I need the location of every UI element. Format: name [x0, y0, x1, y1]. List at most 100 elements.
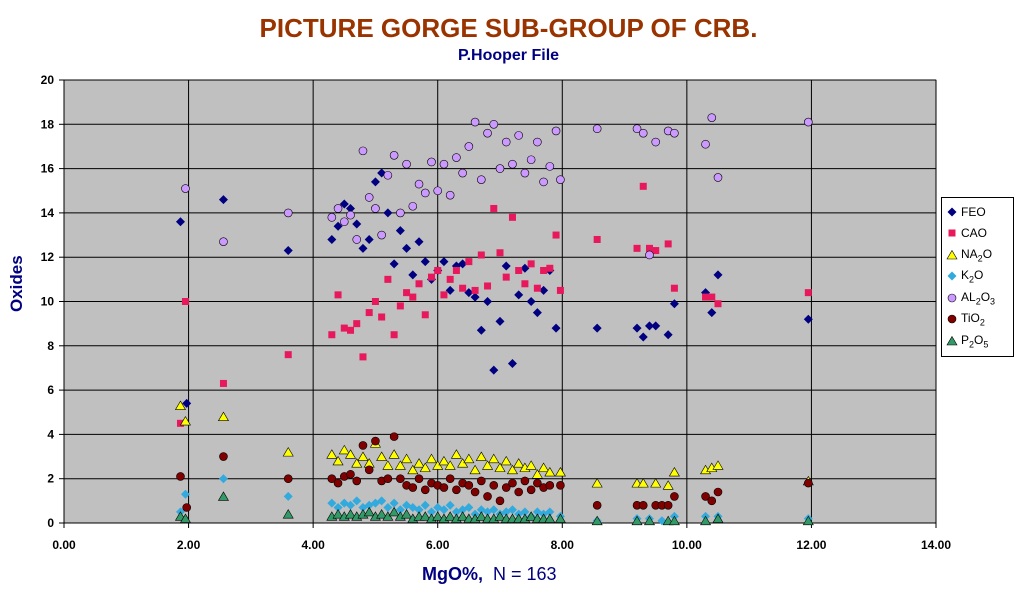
data-point-na2o	[332, 455, 344, 466]
data-point-feo	[408, 270, 418, 280]
data-point-al2o3	[477, 175, 486, 184]
data-point-p2o5	[554, 513, 566, 523]
data-point-feo	[526, 297, 536, 306]
data-point-feo	[458, 259, 468, 269]
data-point-tio2	[804, 478, 813, 488]
data-point-na2o	[282, 447, 294, 457]
data-point-al2o3	[327, 213, 337, 222]
data-point-cao	[515, 266, 523, 274]
data-point-al2o3	[526, 155, 536, 165]
data-point-na2o	[554, 466, 566, 477]
data-point-al2o3	[464, 142, 474, 151]
legend-label: K2O	[961, 268, 984, 285]
data-point-cao	[708, 293, 716, 301]
data-point-feo	[364, 234, 374, 244]
data-point-tio2	[663, 500, 673, 510]
data-point-na2o	[425, 453, 438, 464]
data-point-p2o5	[643, 515, 656, 526]
data-point-feo	[333, 221, 343, 231]
data-point-cao	[490, 204, 498, 212]
data-point-al2o3	[339, 217, 349, 227]
data-point-feo	[395, 226, 405, 236]
data-point-feo	[389, 259, 399, 269]
data-point-na2o	[179, 416, 191, 426]
data-point-p2o5	[179, 513, 191, 523]
data-point-tio2	[483, 492, 492, 501]
y-tick-label: 8	[47, 339, 54, 353]
series-tio2	[176, 432, 813, 512]
data-point-al2o3	[219, 237, 228, 246]
data-point-cao	[670, 284, 678, 292]
data-point-feo	[707, 308, 717, 318]
data-point-na2o	[531, 469, 543, 479]
data-point-tio2	[182, 503, 192, 512]
data-point-k2o	[489, 505, 499, 515]
data-point-tio2	[526, 485, 536, 495]
x-axis-title-note: N = 163	[493, 564, 557, 584]
data-point-na2o	[413, 458, 425, 468]
data-point-k2o	[218, 474, 228, 484]
data-point-al2o3	[383, 170, 393, 180]
data-point-tio2	[358, 441, 368, 450]
data-point-cao	[533, 284, 541, 292]
legend-item-na2o: NA2O	[946, 244, 1013, 266]
legend: FEO CAO NA2O K2O AL2O3 TiO2 P2O5	[941, 197, 1014, 357]
data-point-tio2	[371, 436, 380, 446]
legend-marker-k2o	[947, 271, 957, 281]
chart-subtitle: P.Hooper File	[457, 47, 560, 64]
data-point-feo	[539, 285, 549, 295]
data-point-tio2	[420, 485, 430, 495]
data-point-cao	[409, 293, 417, 301]
data-point-feo	[532, 308, 542, 318]
data-point-cao	[645, 244, 653, 252]
x-tick-label: 14.00	[921, 538, 951, 552]
data-point-na2o	[407, 464, 419, 475]
data-point-tio2	[489, 481, 499, 490]
data-point-cao	[496, 249, 504, 257]
data-point-na2o	[351, 458, 363, 468]
data-point-al2o3	[389, 151, 399, 160]
data-point-p2o5	[363, 506, 375, 517]
data-point-cao	[440, 291, 448, 299]
y-tick-label: 10	[41, 295, 55, 309]
data-point-tio2	[470, 487, 480, 497]
data-point-tio2	[283, 474, 293, 484]
x-axis: 0.00 2.00 4.00 6.00 8.00 10.00 12.00 14.00	[52, 523, 951, 552]
data-point-k2o	[414, 505, 424, 515]
legend-symbol	[946, 335, 958, 346]
data-point-cao	[403, 289, 411, 297]
data-point-cao	[284, 351, 292, 359]
data-point-p2o5	[668, 515, 680, 526]
data-point-al2o3	[377, 230, 386, 240]
data-point-k2o	[464, 502, 474, 512]
data-point-cao	[415, 280, 423, 288]
data-point-tio2	[533, 478, 542, 488]
data-point-na2o	[662, 480, 674, 490]
data-point-al2o3	[804, 117, 813, 127]
data-point-p2o5	[401, 509, 413, 519]
y-tick-label: 18	[41, 117, 55, 131]
data-point-feo	[551, 323, 561, 333]
data-point-feo	[182, 398, 192, 408]
data-point-cao	[556, 286, 564, 294]
data-point-na2o	[494, 462, 506, 472]
y-axis: 0 2 4 6 8 10 12 14 16 18 20	[41, 73, 64, 530]
data-point-na2o	[513, 458, 525, 468]
data-point-na2o	[506, 464, 518, 475]
data-point-k2o	[377, 496, 387, 506]
data-point-cao	[477, 251, 485, 259]
data-point-k2o	[426, 507, 436, 517]
data-point-al2o3	[489, 120, 499, 129]
data-point-k2o	[395, 505, 405, 515]
data-point-na2o	[401, 453, 413, 464]
data-point-tio2	[508, 478, 517, 488]
data-point-al2o3	[651, 137, 661, 147]
data-point-feo	[464, 288, 474, 298]
data-point-cao	[452, 266, 460, 274]
data-point-al2o3	[439, 159, 449, 169]
data-point-cao	[459, 284, 467, 292]
data-point-tio2	[364, 465, 374, 475]
data-point-na2o	[591, 478, 603, 488]
data-point-p2o5	[217, 491, 229, 501]
data-point-tio2	[701, 492, 710, 501]
